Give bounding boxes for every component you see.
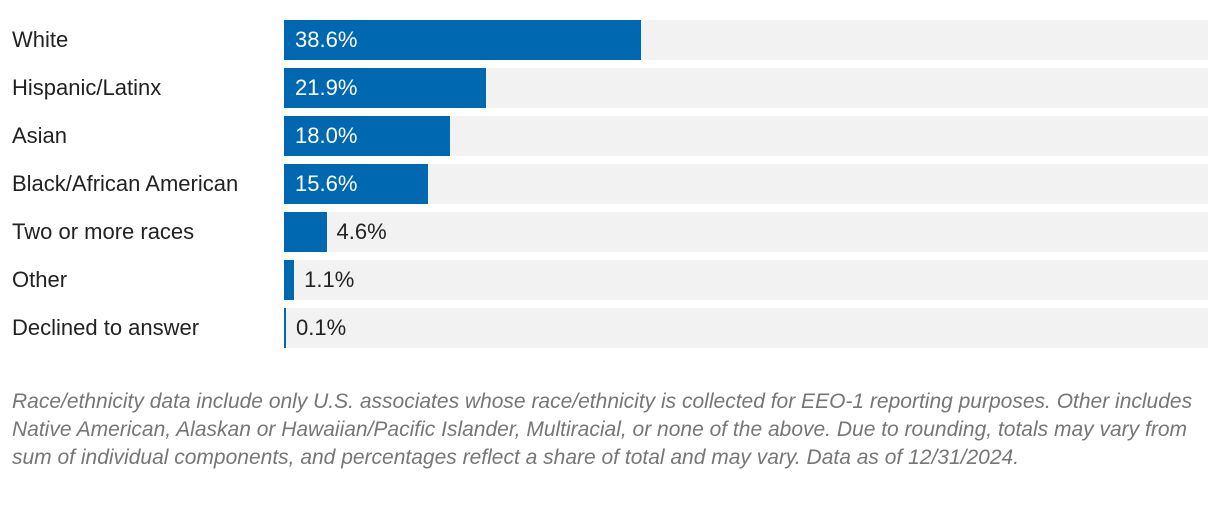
data-label: 21.9% <box>295 75 358 100</box>
bar-row: Two or more races 4.6% <box>0 212 1220 252</box>
category-label: Declined to answer <box>12 315 200 340</box>
bar-row: Other 1.1% <box>0 260 1220 300</box>
bar-row: Hispanic/Latinx 21.9% <box>0 68 1220 108</box>
bar-track: 18.0% <box>284 116 1208 156</box>
bar-row: Asian 18.0% <box>0 116 1220 156</box>
category-label: White <box>12 27 69 52</box>
category-label: Other <box>12 267 68 292</box>
bar-track: 38.6% <box>284 20 1208 60</box>
category-label: Two or more races <box>12 219 195 244</box>
bar-track: 4.6% <box>284 212 1208 252</box>
data-label: 15.6% <box>295 171 358 196</box>
data-label: 0.1% <box>296 315 347 340</box>
category-label: Hispanic/Latinx <box>12 75 162 100</box>
bar <box>284 68 487 108</box>
category-label: Black/African American <box>12 171 239 196</box>
bar <box>284 164 429 204</box>
bar-row: Declined to answer 0.1% <box>0 308 1220 348</box>
data-label: 4.6% <box>336 219 387 244</box>
bar <box>284 116 451 156</box>
bar-row: White 38.6% <box>0 20 1220 60</box>
bar <box>284 20 641 60</box>
data-label: 1.1% <box>304 267 355 292</box>
bar-track: 1.1% <box>284 260 1208 300</box>
bar-track: 0.1% <box>284 308 1208 348</box>
data-label: 18.0% <box>295 123 358 148</box>
data-label: 38.6% <box>295 27 358 52</box>
bar-track: 21.9% <box>284 68 1208 108</box>
horizontal-bar-chart: White 38.6% Hispanic/Latinx 21.9% Asian 18.0%… <box>0 20 1220 348</box>
bar <box>284 308 286 348</box>
bar-row: Black/African American 15.6% <box>0 164 1220 204</box>
bar <box>284 212 327 252</box>
category-label: Asian <box>12 123 68 148</box>
chart-footnote: Race/ethnicity data include only U.S. as… <box>12 390 1193 469</box>
bar <box>284 260 295 300</box>
bar-track: 15.6% <box>284 164 1208 204</box>
